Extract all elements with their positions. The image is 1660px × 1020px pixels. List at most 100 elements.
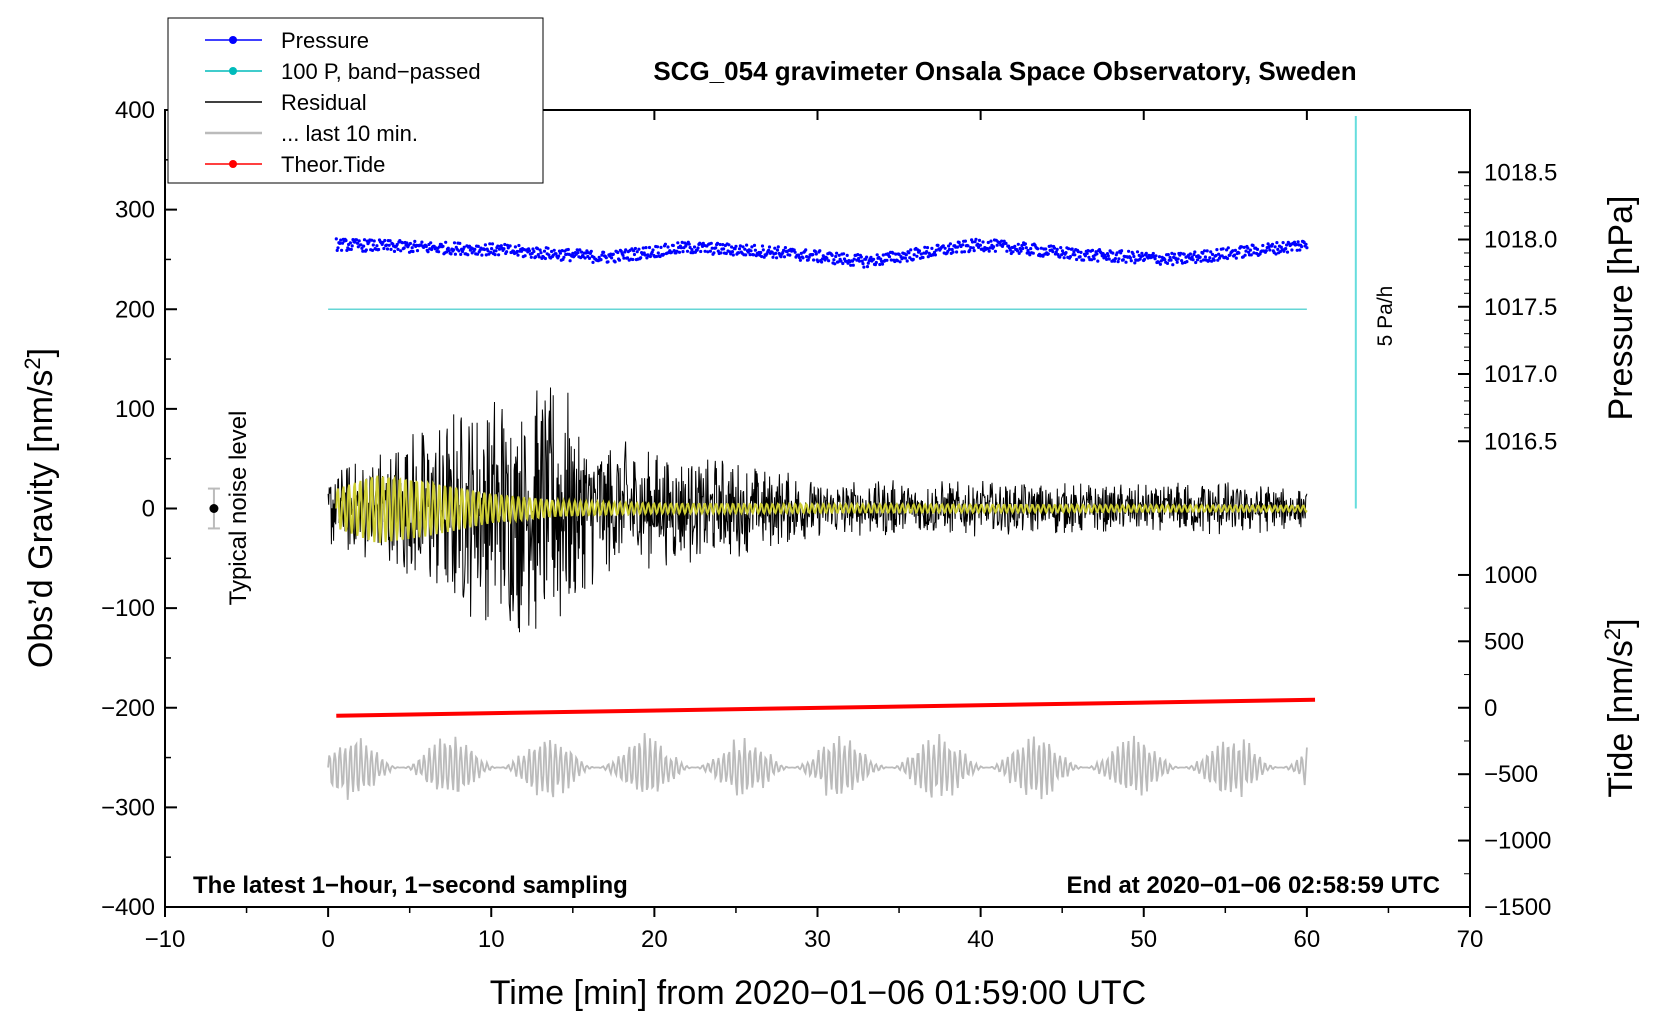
x-tick-label: 40 — [967, 926, 994, 953]
pressure-point — [1021, 246, 1025, 251]
pressure-point — [730, 245, 734, 249]
pressure-point — [644, 246, 648, 250]
tide-tick-label: −1000 — [1484, 828, 1551, 855]
legend-label: Residual — [281, 90, 367, 115]
pressure-point — [836, 260, 840, 264]
pressure-point — [617, 258, 622, 262]
pressure-point — [1232, 253, 1237, 257]
pressure-point — [345, 248, 349, 252]
pressure-point — [1142, 257, 1147, 261]
noise-level-indicator — [207, 487, 220, 530]
pressure-point — [1128, 256, 1132, 260]
pressure-point — [860, 259, 864, 263]
pressure-point — [955, 250, 959, 254]
pressure-point — [1168, 255, 1172, 260]
y-tick-label: 300 — [115, 197, 155, 224]
pressure-point — [392, 249, 397, 253]
pressure-point — [1141, 254, 1145, 258]
pressure-point — [805, 255, 809, 259]
pressure-point — [480, 253, 484, 257]
pressure-point — [968, 248, 972, 252]
pressure-tick-label: 1017.5 — [1484, 294, 1557, 321]
y-tick-label: −300 — [101, 794, 155, 821]
pressure-point — [955, 245, 960, 249]
pressure-point — [760, 244, 765, 248]
pressure-point — [1294, 242, 1298, 247]
y-axis-title-pressure: Pressure [hPa] — [1602, 196, 1640, 421]
pressure-point — [1221, 247, 1225, 251]
pressure-point — [1165, 261, 1170, 265]
pressure-point — [1158, 262, 1162, 266]
y-tick-label: 0 — [142, 496, 155, 523]
pressure-point — [578, 248, 582, 252]
pressure-point — [1176, 257, 1180, 261]
pressure-point — [1082, 258, 1086, 262]
pressure-point — [513, 245, 518, 249]
pressure-point — [830, 253, 834, 257]
pressure-point — [1210, 259, 1214, 263]
pressure-point — [424, 244, 428, 249]
pressure-point — [637, 247, 641, 251]
pressure-point — [878, 262, 882, 267]
bottom-right-note: End at 2020−01−06 02:58:59 UTC — [1066, 872, 1440, 899]
pressure-point — [437, 250, 441, 254]
pressure-point — [895, 259, 900, 263]
pressure-point — [364, 248, 368, 252]
pressure-point — [411, 249, 415, 254]
pressure-point — [852, 257, 856, 261]
pressure-point — [1085, 251, 1089, 255]
rate-label: 5 Pa/h — [1374, 286, 1397, 347]
pressure-point — [527, 249, 532, 253]
pressure-point — [383, 238, 387, 243]
pressure-point — [484, 253, 488, 257]
pressure-point — [517, 243, 521, 248]
pressure-point — [1135, 250, 1140, 254]
legend-label: 100 P, band−passed — [281, 59, 481, 84]
pressure-point — [857, 259, 862, 263]
pressure-point — [1198, 255, 1202, 259]
pressure-point — [710, 246, 714, 250]
pressure-point — [1153, 257, 1157, 261]
pressure-point — [797, 253, 801, 257]
pressure-point — [382, 246, 386, 251]
pressure-point — [489, 250, 493, 254]
pressure-point — [775, 248, 780, 252]
pressure-point — [1113, 257, 1117, 261]
pressure-point — [721, 243, 725, 247]
pressure-point — [632, 249, 636, 253]
pressure-point — [1144, 251, 1148, 255]
pressure-point — [624, 248, 628, 252]
pressure-point — [797, 256, 802, 260]
pressure-point — [641, 246, 645, 250]
pressure-point — [1205, 249, 1209, 253]
pressure-point — [1247, 250, 1251, 254]
y-left-sup: 2 — [20, 357, 45, 369]
pressure-point — [1090, 258, 1094, 262]
pressure-point — [557, 254, 561, 258]
pressure-point — [773, 246, 777, 250]
gravity-axis-ticks: −400 −300 −200 −100 0 100 200 300 400 — [101, 97, 177, 921]
pressure-point — [881, 253, 885, 257]
pressure-point — [1013, 244, 1017, 248]
pressure-point — [818, 249, 822, 253]
pressure-point — [1304, 242, 1308, 246]
legend-swatch-dot — [229, 67, 237, 75]
pressure-point — [957, 240, 961, 245]
pressure-point — [473, 247, 477, 251]
pressure-point — [1169, 258, 1173, 262]
pressure-point — [947, 244, 951, 248]
pressure-point — [357, 239, 361, 243]
pressure-point — [372, 239, 376, 243]
pressure-point — [985, 247, 990, 251]
pressure-point — [709, 241, 713, 245]
pressure-point — [926, 255, 930, 259]
pressure-point — [1054, 250, 1058, 254]
pressure-point — [377, 247, 381, 252]
legend-swatch-dot — [229, 160, 237, 168]
pressure-axis-ticks: 1016.5 1017.0 1017.5 1018.0 1018.5 — [1458, 159, 1557, 455]
pressure-point — [1112, 259, 1117, 263]
pressure-point — [1083, 254, 1087, 258]
pressure-point — [362, 244, 366, 248]
bottom-left-note: The latest 1−hour, 1−second sampling — [193, 872, 628, 899]
pressure-point — [1175, 260, 1179, 264]
